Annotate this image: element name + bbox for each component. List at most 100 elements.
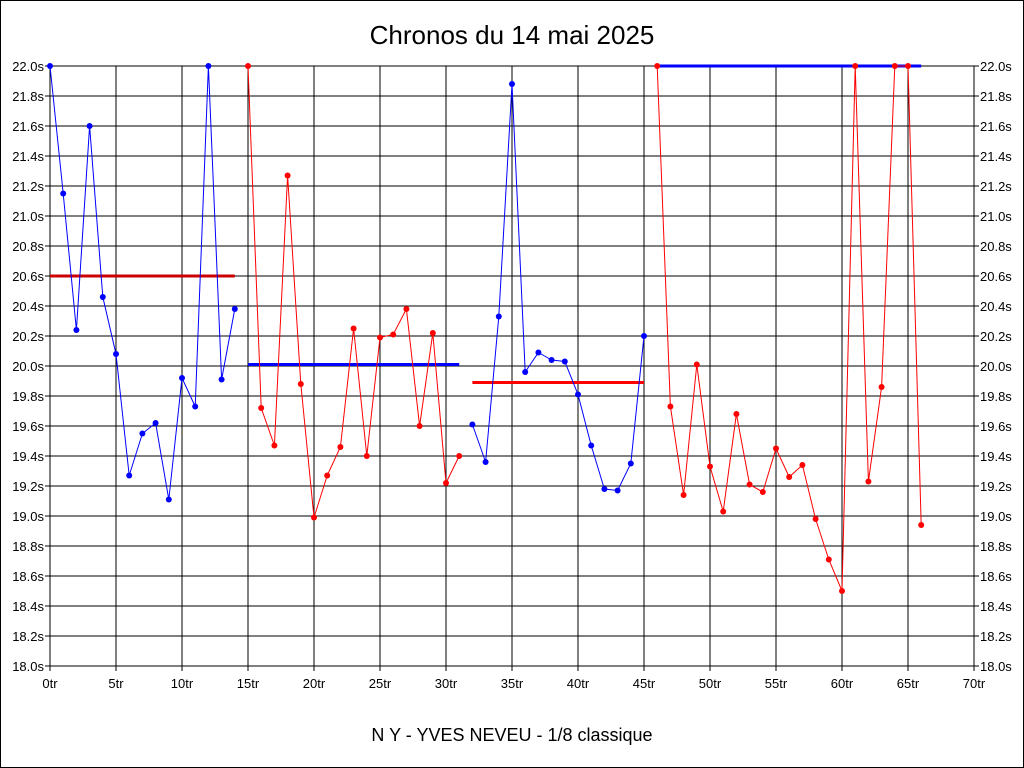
mean-lines — [50, 64, 922, 384]
data-point — [403, 306, 410, 312]
data-point — [73, 327, 80, 333]
y-tick-label-right: 20.8s — [980, 239, 1012, 254]
y-tick-label-right: 18.8s — [980, 539, 1012, 554]
series-layer — [47, 63, 925, 594]
y-tick-label-right: 19.0s — [980, 509, 1012, 524]
y-tick-label-left: 18.2s — [12, 629, 44, 644]
data-point — [839, 588, 845, 594]
y-tick-label-left: 20.4s — [12, 299, 44, 314]
x-tick-label: 20tr — [303, 676, 326, 691]
y-tick-label-right: 19.2s — [980, 479, 1012, 494]
data-point — [469, 421, 476, 428]
data-point — [693, 361, 700, 368]
y-tick-label-left: 20.2s — [12, 329, 44, 344]
series-line — [471, 83, 645, 492]
data-point — [192, 403, 199, 410]
y-tick-label-right: 18.2s — [980, 629, 1012, 644]
data-point — [443, 480, 449, 486]
data-point — [522, 369, 529, 375]
y-axis-left: 22.0s 21.8s 21.6s 21.4s 21.2s 21.0s 20.8s 20.6s… — [12, 59, 50, 674]
data-point — [720, 508, 727, 515]
x-tick-label: 10tr — [171, 676, 194, 691]
x-tick-label: 40tr — [567, 676, 590, 691]
data-point — [363, 453, 370, 459]
x-tick-label: 50tr — [699, 676, 722, 691]
x-tick-label: 65tr — [897, 676, 920, 691]
y-tick-label-left: 20.6s — [12, 269, 44, 284]
y-tick-label-left: 18.6s — [12, 569, 44, 584]
data-point — [377, 334, 383, 341]
data-point — [667, 403, 674, 410]
x-tick-label: 15tr — [237, 676, 260, 691]
data-point — [456, 453, 463, 459]
y-tick-label-left: 20.0s — [12, 359, 44, 374]
data-point — [627, 460, 634, 467]
data-point — [495, 313, 502, 320]
x-tick-label: 25tr — [369, 676, 392, 691]
data-point — [284, 172, 291, 179]
y-tick-label-right: 21.0s — [980, 209, 1012, 224]
data-point — [733, 411, 740, 417]
data-point — [139, 430, 146, 437]
data-point — [865, 478, 872, 485]
y-tick-label-left: 18.0s — [12, 659, 44, 674]
y-tick-label-right: 22.0s — [980, 59, 1012, 74]
data-point — [311, 514, 317, 521]
data-point — [878, 384, 885, 390]
data-point — [429, 330, 436, 336]
data-point — [86, 123, 93, 129]
y-tick-label-right: 21.4s — [980, 149, 1012, 164]
y-tick-label-left: 19.4s — [12, 449, 44, 464]
data-point — [47, 63, 53, 69]
y-tick-label-left: 21.8s — [12, 89, 44, 104]
data-point — [509, 81, 515, 87]
data-point — [297, 381, 304, 387]
data-point — [786, 474, 793, 480]
data-point — [113, 351, 119, 357]
x-tick-label: 30tr — [435, 676, 458, 691]
y-tick-label-right: 21.2s — [980, 179, 1012, 194]
data-point — [614, 487, 621, 494]
data-point — [99, 294, 106, 300]
data-point — [905, 63, 911, 69]
y-tick-label-left: 19.6s — [12, 419, 44, 434]
chart-subtitle: N Y - YVES NEVEU - 1/8 classique — [371, 725, 652, 745]
data-point — [245, 63, 251, 69]
data-point — [641, 333, 647, 339]
data-point — [152, 420, 159, 426]
data-point — [390, 331, 397, 338]
y-tick-label-left: 21.2s — [12, 179, 44, 194]
data-point — [482, 459, 489, 465]
data-point — [218, 376, 225, 383]
y-tick-label-right: 20.4s — [980, 299, 1012, 314]
y-tick-label-left: 19.0s — [12, 509, 44, 524]
x-axis: 0tr 5tr 10tr 15tr 20tr 25tr 30tr 35tr 40tr 45tr 50… — [42, 666, 986, 691]
y-tick-label-right: 18.4s — [980, 599, 1012, 614]
data-point — [60, 190, 67, 197]
y-axis-right: 22.0s 21.8s 21.6s 21.4s 21.2s 21.0s 20.8s 20.6s… — [974, 59, 1012, 674]
data-point — [324, 472, 331, 479]
data-point — [707, 463, 713, 470]
data-point — [601, 486, 608, 492]
data-point — [350, 325, 357, 332]
data-point — [773, 445, 779, 452]
data-point — [258, 405, 265, 411]
y-tick-label-right: 20.2s — [980, 329, 1012, 344]
y-tick-label-right: 19.8s — [980, 389, 1012, 404]
series-line — [247, 65, 460, 518]
y-tick-label-left: 19.2s — [12, 479, 44, 494]
y-tick-label-left: 20.8s — [12, 239, 44, 254]
data-point — [179, 375, 185, 381]
y-tick-label-right: 18.0s — [980, 659, 1012, 674]
data-point — [575, 391, 581, 398]
x-tick-label: 55tr — [765, 676, 788, 691]
data-point — [337, 444, 344, 450]
data-point — [825, 556, 832, 563]
y-tick-label-left: 18.8s — [12, 539, 44, 554]
data-point — [126, 472, 133, 479]
x-tick-label: 60tr — [831, 676, 854, 691]
y-tick-label-right: 21.8s — [980, 89, 1012, 104]
y-tick-label-right: 19.4s — [980, 449, 1012, 464]
data-point — [891, 63, 898, 69]
